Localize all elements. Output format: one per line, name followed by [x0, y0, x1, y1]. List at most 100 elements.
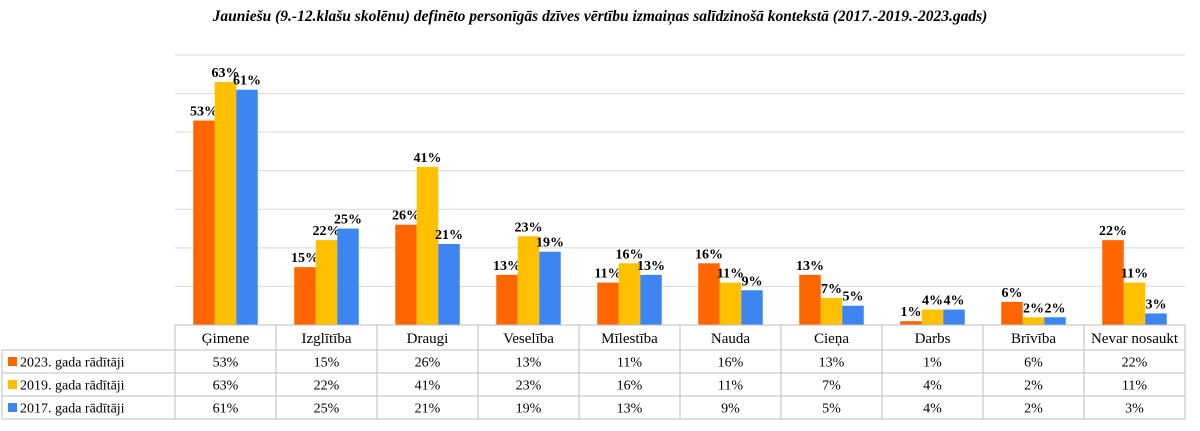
bar — [1022, 317, 1045, 325]
category-label: Cieņa — [814, 331, 849, 347]
table-cell: 4% — [923, 379, 942, 394]
table-cell: 7% — [822, 379, 841, 394]
data-label: 22% — [313, 224, 341, 239]
category-label: Veselība — [503, 331, 554, 347]
bar — [618, 263, 641, 325]
category-label: Nauda — [711, 331, 750, 347]
bar — [416, 166, 439, 325]
bar — [597, 282, 619, 325]
category-label: Draugi — [407, 331, 449, 347]
table-cell: 41% — [415, 379, 441, 394]
legend-key — [8, 403, 17, 412]
legend-label: 2019. gada rādītāji — [20, 379, 125, 394]
data-label: 2% — [1045, 301, 1066, 316]
data-label: 4% — [922, 294, 943, 309]
data-label: 25% — [334, 213, 362, 228]
table-cell: 15% — [314, 356, 340, 371]
bar — [236, 89, 258, 325]
category-label: Ģimene — [202, 331, 250, 347]
bar — [820, 298, 843, 325]
bar — [1102, 240, 1124, 325]
table-cell: 2% — [1024, 379, 1043, 394]
bar — [698, 263, 720, 325]
table-cell: 3% — [1125, 402, 1144, 417]
table-cell: 5% — [822, 402, 841, 417]
data-label: 23% — [515, 220, 543, 235]
data-label: 22% — [1099, 224, 1127, 239]
chart-title: Jauniešu (9.-12.klašu skolēnu) definēto … — [212, 8, 988, 25]
data-label: 4% — [944, 294, 965, 309]
data-label: 16% — [695, 247, 723, 262]
legend-label: 2017. gada rādītāji — [20, 402, 125, 417]
data-label: 13% — [493, 259, 521, 274]
table-cell: 6% — [1024, 356, 1043, 371]
data-label: 11% — [1121, 267, 1148, 282]
data-label: 5% — [843, 290, 864, 305]
category-label: Darbs — [915, 331, 951, 347]
data-label: 63% — [212, 66, 240, 81]
data-label: 11% — [594, 267, 621, 282]
table-cell: 23% — [516, 379, 542, 394]
data-label: 21% — [435, 228, 463, 243]
table-cell: 11% — [718, 379, 743, 394]
data-label: 2% — [1023, 301, 1044, 316]
data-label: 13% — [637, 259, 665, 274]
bar — [517, 236, 540, 325]
table-cell: 22% — [314, 379, 340, 394]
bar — [719, 282, 742, 325]
bar — [842, 305, 864, 325]
bar — [799, 274, 821, 325]
data-label: 26% — [392, 209, 420, 224]
table-cell: 61% — [213, 402, 239, 417]
table-cell: 63% — [213, 379, 239, 394]
table-cell: 2% — [1024, 402, 1043, 417]
table-cell: 11% — [617, 356, 642, 371]
bar — [1044, 317, 1066, 325]
table-cell: 13% — [819, 356, 845, 371]
bar — [921, 309, 944, 325]
bar — [1123, 282, 1146, 325]
bar — [337, 228, 359, 325]
bar — [294, 267, 316, 325]
data-label: 15% — [291, 251, 319, 266]
category-label: Brīvība — [1011, 331, 1056, 347]
category-label: Mīlestība — [601, 331, 658, 347]
table-cell: 22% — [1122, 356, 1148, 371]
table-cell: 19% — [516, 402, 542, 417]
bar — [539, 251, 561, 325]
table-cell: 25% — [314, 402, 340, 417]
table-cell: 13% — [617, 402, 643, 417]
legend-key — [8, 357, 17, 366]
data-label: 16% — [616, 247, 644, 262]
table-cell: 11% — [1122, 379, 1147, 394]
table-cell: 9% — [721, 402, 740, 417]
data-label: 1% — [901, 305, 922, 320]
data-label: 53% — [190, 105, 218, 120]
bar — [395, 224, 417, 325]
bar — [943, 309, 965, 325]
table-cell: 1% — [923, 356, 942, 371]
bar — [193, 120, 215, 325]
table-cell: 21% — [415, 402, 441, 417]
legend-key — [8, 380, 17, 389]
table-cell: 53% — [213, 356, 239, 371]
table-cell: 13% — [516, 356, 542, 371]
table-cell: 4% — [923, 402, 942, 417]
category-label: Nevar nosaukt — [1091, 331, 1179, 347]
bar — [1145, 313, 1167, 325]
data-label: 61% — [233, 74, 261, 89]
bar — [438, 244, 460, 325]
data-label: 9% — [742, 274, 763, 289]
bar — [640, 274, 662, 325]
data-label: 3% — [1146, 297, 1167, 312]
bar — [1001, 301, 1023, 325]
bar — [496, 274, 518, 325]
bar — [315, 240, 338, 325]
table-cell: 16% — [718, 356, 744, 371]
data-label: 19% — [536, 236, 564, 251]
table-cell: 16% — [617, 379, 643, 394]
legend-label: 2023. gada rādītāji — [20, 356, 125, 371]
data-label: 11% — [717, 267, 744, 282]
table-cell: 26% — [415, 356, 441, 371]
